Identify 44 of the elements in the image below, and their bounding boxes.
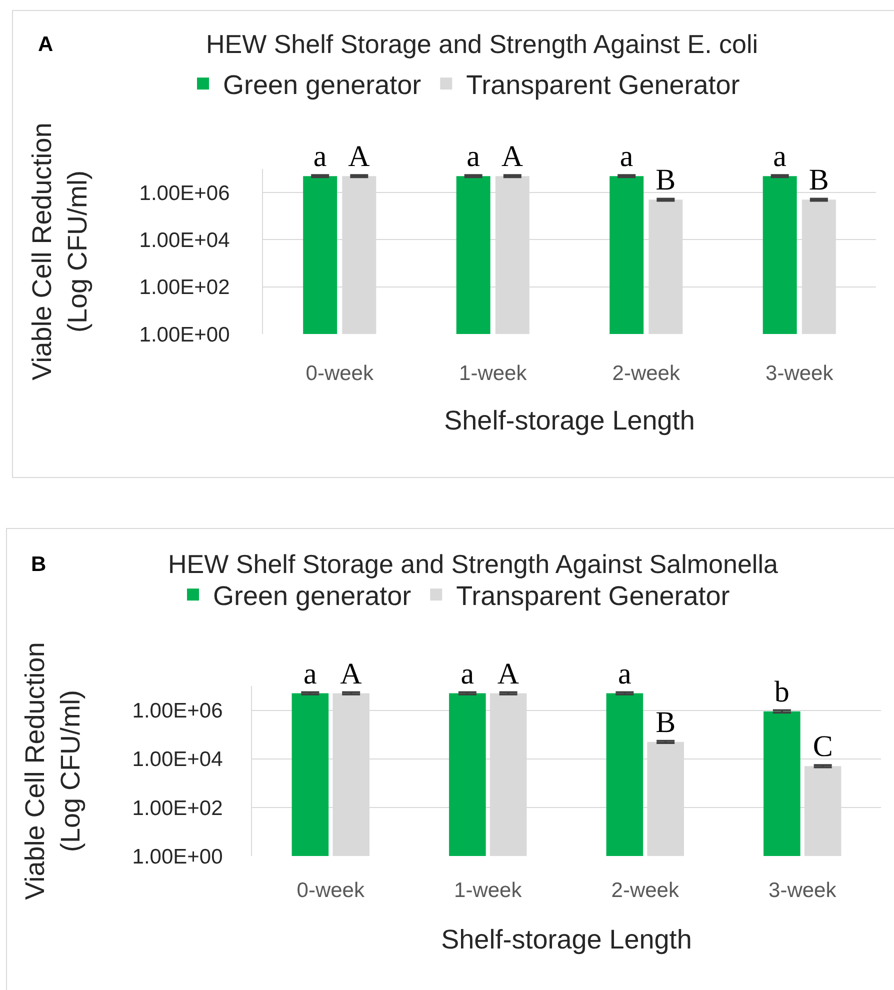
text: B	[31, 553, 46, 576]
y-axis-title: Viable Cell Reduction (Log CFU/ml)	[27, 122, 92, 380]
x-tick-label: 0-week	[306, 362, 374, 385]
y-axis-title: Viable Cell Reduction (Log CFU/ml)	[20, 642, 86, 900]
x-tick-label: 3-week	[768, 879, 837, 902]
legend-label: Transparent Generator	[456, 581, 730, 612]
y-tick-label: 1.00E+04	[132, 748, 224, 772]
chart-title: HEW Shelf Storage and Strength Against Salmonella	[168, 549, 778, 580]
y-tick-label: 1.00E+04	[139, 229, 230, 252]
y-tick-label: 1.00E+06	[132, 700, 223, 723]
x-tick-label: 3-week	[766, 362, 834, 385]
text: A	[38, 33, 54, 56]
x-axis-title: Shelf-storage Length	[441, 924, 692, 954]
legend-label: Green generator	[223, 70, 422, 100]
x-tick-label: 1-week	[459, 362, 528, 385]
data-label: a	[466, 140, 480, 174]
y-tick-label: 1.00E+06	[139, 182, 230, 205]
x-tick-label: 2-week	[611, 879, 680, 902]
chart-title: HEW Shelf Storage and Strength Against E. coli	[206, 29, 758, 60]
data-label: a	[773, 140, 786, 174]
data-label: a	[618, 657, 632, 690]
data-label: A	[348, 140, 370, 174]
y-tick-label: 1.00E+02	[139, 276, 230, 300]
data-label: C	[812, 730, 833, 764]
x-tick-label: 2-week	[612, 362, 680, 385]
data-label: A	[497, 657, 520, 690]
data-label: A	[340, 657, 362, 690]
data-label: a	[460, 657, 474, 690]
data-label: B	[808, 164, 829, 197]
data-label: a	[304, 657, 317, 690]
data-label: A	[501, 140, 524, 174]
data-label: B	[656, 706, 676, 739]
legend-label: Green generator	[213, 581, 412, 612]
y-tick-label: 1.00E+00	[132, 845, 223, 868]
x-tick-label: 1-week	[454, 879, 522, 902]
data-label: B	[656, 164, 676, 197]
y-tick-label: 1.00E+00	[139, 323, 230, 346]
x-axis-title: Shelf-storage Length	[444, 405, 695, 436]
x-tick-label: 0-week	[296, 879, 365, 902]
data-label: a	[620, 140, 634, 174]
legend-label: Transparent Generator	[466, 70, 740, 100]
data-label: b	[774, 675, 790, 708]
data-label: a	[313, 140, 327, 174]
y-tick-label: 1.00E+02	[132, 796, 223, 820]
